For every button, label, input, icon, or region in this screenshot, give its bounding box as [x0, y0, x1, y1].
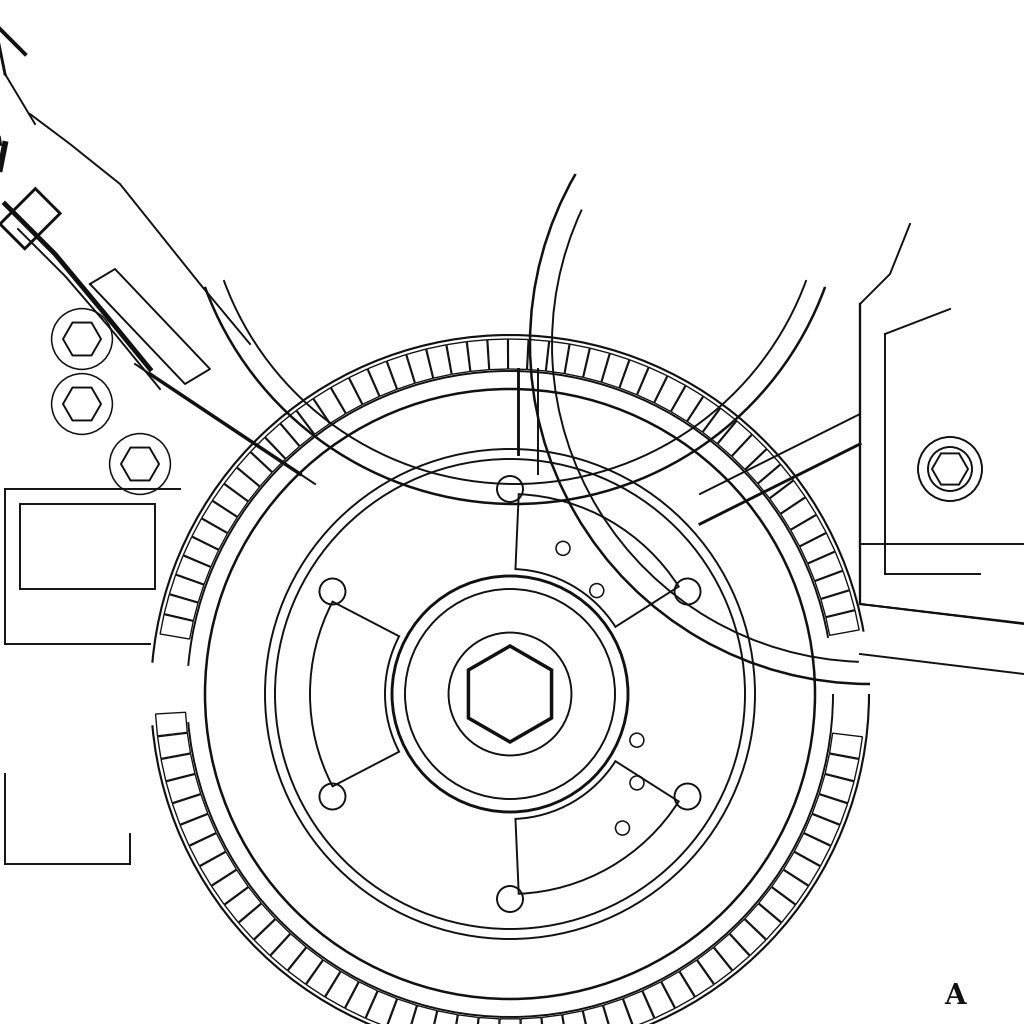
Bar: [20, 504, 155, 589]
Text: A: A: [944, 982, 966, 1010]
Bar: [0, 188, 60, 249]
